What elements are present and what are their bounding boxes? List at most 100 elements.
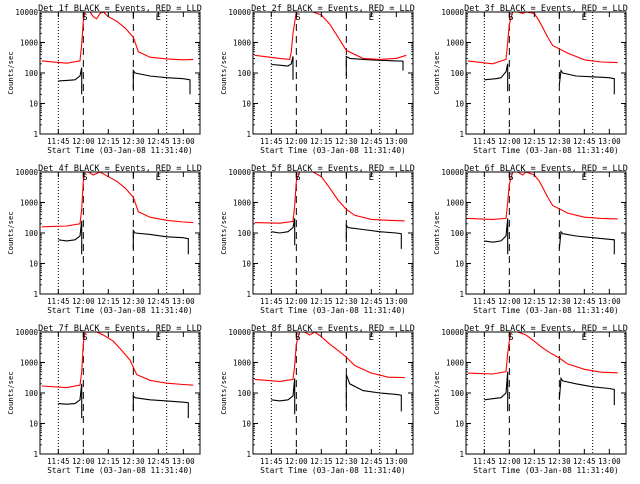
plot-frame — [39, 171, 201, 295]
interval-marker-label: S — [295, 173, 300, 183]
y-tick-label: 10 — [242, 420, 252, 429]
x-tick-label: 12:30 — [335, 297, 358, 306]
y-tick-label: 1000 — [233, 39, 252, 48]
y-tick-label: 10 — [455, 420, 465, 429]
series-line-events — [558, 376, 615, 406]
y-axis-label: Counts/sec — [432, 51, 441, 94]
y-tick-label: 100 — [237, 69, 251, 78]
x-tick-label: 12:15 — [97, 137, 120, 146]
series-line-events — [484, 218, 509, 255]
x-tick-label: 12:30 — [335, 457, 358, 466]
x-tick-label: 11:45 — [47, 457, 70, 466]
y-tick-label: 10 — [242, 260, 252, 269]
series-line-events — [345, 55, 404, 76]
plot-frame — [465, 171, 627, 295]
plot-data — [41, 172, 194, 255]
interval-marker-label: E — [156, 173, 161, 183]
y-tick-label: 100 — [24, 229, 38, 238]
y-tick-label: 1 — [33, 130, 38, 139]
x-tick-label: 12:00 — [498, 457, 521, 466]
y-tick-label: 1 — [459, 450, 464, 459]
y-axis-label: Counts/sec — [219, 51, 228, 94]
series-line-events — [345, 223, 402, 249]
x-tick-label: 11:45 — [473, 297, 496, 306]
plot-frame — [252, 331, 414, 455]
y-tick-label: 10 — [29, 420, 39, 429]
x-tick-label: 11:45 — [47, 137, 70, 146]
y-tick-label: 1 — [33, 290, 38, 299]
x-axis-label: Start Time (03-Jan-08 11:31:40) — [260, 306, 406, 315]
y-tick-label: 10000 — [15, 328, 38, 337]
x-axis-label: Start Time (03-Jan-08 11:31:40) — [473, 146, 619, 155]
series-line-events — [58, 220, 83, 255]
x-axis-label: Start Time (03-Jan-08 11:31:40) — [473, 466, 619, 475]
interval-marker-label: S — [508, 333, 513, 343]
series-line-events — [58, 67, 83, 95]
y-tick-label: 100 — [450, 389, 464, 398]
series-line-lld — [254, 12, 407, 60]
x-tick-label: 12:00 — [72, 137, 95, 146]
x-tick-label: 12:00 — [285, 137, 308, 146]
series-line-lld — [467, 172, 618, 220]
y-axis-label: Counts/sec — [6, 211, 15, 254]
x-tick-label: 13:00 — [598, 137, 621, 146]
y-tick-label: 100 — [24, 389, 38, 398]
series-line-events — [484, 371, 509, 412]
interval-marker-label: S — [82, 13, 87, 23]
x-tick-label: 11:45 — [47, 297, 70, 306]
plot-frame — [465, 11, 627, 135]
chart-title: Det 5f BLACK = Events, RED = LLD — [251, 164, 415, 174]
series-line-lld — [41, 12, 194, 64]
chart-title: Det 7f BLACK = Events, RED = LLD — [38, 324, 202, 334]
y-axis-label: Counts/sec — [219, 211, 228, 254]
interval-marker-label: E — [369, 333, 374, 343]
plot-data — [254, 332, 405, 415]
plot-data — [41, 332, 194, 419]
y-tick-label: 100 — [237, 389, 251, 398]
y-tick-label: 1 — [459, 130, 464, 139]
y-axis-label: Counts/sec — [432, 211, 441, 254]
series-line-lld — [254, 332, 405, 382]
plot-data — [254, 12, 407, 80]
x-tick-label: 12:45 — [360, 137, 383, 146]
y-tick-label: 10000 — [228, 8, 251, 17]
y-tick-label: 10 — [455, 260, 465, 269]
x-tick-label: 12:15 — [310, 137, 333, 146]
y-tick-label: 1000 — [446, 39, 465, 48]
interval-marker-label: S — [295, 333, 300, 343]
chart-title: Det 4f BLACK = Events, RED = LLD — [38, 164, 202, 174]
plot-frame — [39, 11, 201, 135]
chart-title: Det 6f BLACK = Events, RED = LLD — [464, 164, 628, 174]
y-tick-label: 10000 — [441, 328, 464, 337]
x-tick-label: 12:45 — [360, 297, 383, 306]
x-tick-label: 12:45 — [147, 297, 170, 306]
y-tick-label: 1 — [246, 450, 251, 459]
series-line-lld — [41, 332, 194, 389]
plot-data — [41, 12, 194, 95]
x-axis-label: Start Time (03-Jan-08 11:31:40) — [47, 466, 193, 475]
x-tick-label: 12:45 — [147, 457, 170, 466]
y-tick-label: 1000 — [20, 359, 39, 368]
chart-title: Det 3f BLACK = Events, RED = LLD — [464, 4, 628, 14]
series-line-events — [132, 394, 189, 419]
series-line-lld — [467, 332, 618, 375]
y-axis-label: Counts/sec — [432, 371, 441, 414]
series-line-events — [558, 230, 615, 255]
y-tick-label: 10000 — [15, 8, 38, 17]
y-tick-label: 1000 — [20, 39, 39, 48]
x-tick-label: 12:00 — [285, 297, 308, 306]
x-tick-label: 13:00 — [598, 457, 621, 466]
y-tick-label: 100 — [24, 69, 38, 78]
x-tick-label: 12:30 — [548, 297, 571, 306]
interval-marker-label: S — [508, 13, 513, 23]
series-line-events — [558, 69, 615, 95]
y-tick-label: 10000 — [441, 168, 464, 177]
plot-frame — [252, 11, 414, 135]
x-axis-label: Start Time (03-Jan-08 11:31:40) — [260, 466, 406, 475]
y-tick-label: 1000 — [20, 199, 39, 208]
y-tick-label: 100 — [450, 69, 464, 78]
x-axis-label: Start Time (03-Jan-08 11:31:40) — [473, 306, 619, 315]
x-tick-label: 12:15 — [310, 297, 333, 306]
x-tick-label: 12:45 — [573, 137, 596, 146]
